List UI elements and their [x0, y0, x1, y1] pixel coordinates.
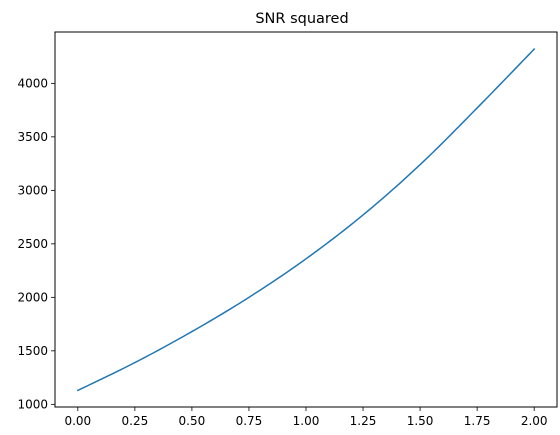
chart-title: SNR squared	[255, 11, 348, 27]
y-tick-label: 2500	[17, 237, 48, 251]
x-tick-label: 1.75	[464, 414, 491, 428]
x-tick-label: 1.25	[350, 414, 377, 428]
x-tick-label: 0.75	[236, 414, 263, 428]
y-tick-label: 3000	[17, 183, 48, 197]
x-tick-label: 1.00	[293, 414, 320, 428]
x-tick-label: 0.00	[64, 414, 91, 428]
plot-area-frame	[54, 31, 558, 408]
y-axis: 1000 1500 2000 2500 3000 3500 4000	[17, 76, 55, 411]
x-tick-label: 2.00	[521, 414, 548, 428]
plot-series	[76, 48, 536, 392]
x-tick-label: 0.50	[179, 414, 206, 428]
y-tick-label: 2000	[17, 290, 48, 304]
y-tick-label: 3500	[17, 130, 48, 144]
y-tick-label: 1000	[17, 397, 48, 411]
x-tick-label: 0.25	[122, 414, 149, 428]
series-line	[76, 48, 536, 392]
x-tick-label: 1.50	[407, 414, 434, 428]
x-axis: 0.00 0.25 0.50 0.75 1.00 1.25 1.50 1.75 2.00	[64, 407, 548, 428]
y-tick-label: 1500	[17, 344, 48, 358]
y-tick-label: 4000	[17, 76, 48, 90]
